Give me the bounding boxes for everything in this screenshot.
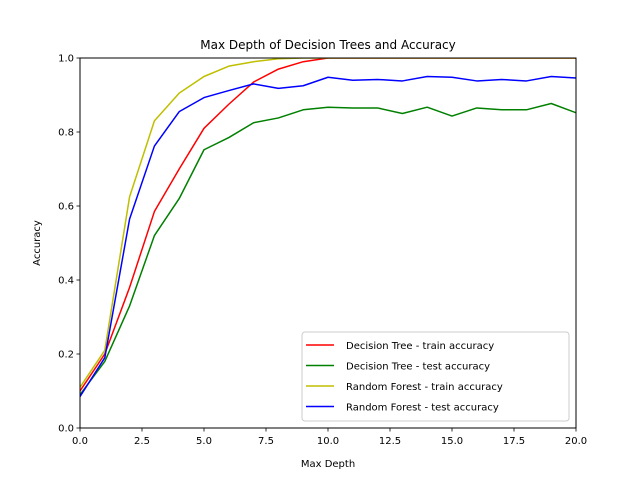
x-tick-label: 15.0	[441, 436, 463, 447]
legend-label-3: Random Forest - test accuracy	[346, 403, 499, 414]
legend-label-2: Random Forest - train accuracy	[346, 382, 503, 393]
x-tick-label: 7.5	[258, 436, 274, 447]
y-tick-label: 0.2	[58, 350, 74, 361]
x-axis-ticks: 0.0 2.5 5.0 7.5 10.0 12.5 15.0 17.5 20.0	[72, 428, 587, 447]
legend-box	[301, 331, 570, 422]
x-tick-label: 2.5	[134, 436, 150, 447]
series-line-3	[80, 75, 576, 398]
y-axis-ticks: 0.0 0.2 0.4 0.6 0.8 1.0	[58, 54, 80, 435]
series-line-0	[80, 58, 576, 393]
y-axis-label: Accuracy	[32, 220, 43, 266]
y-tick-label: 0.6	[58, 202, 74, 213]
legend-label-1: Decision Tree - test accuracy	[346, 362, 490, 373]
x-tick-label: 20.0	[565, 436, 587, 447]
y-tick-label: 0.4	[58, 276, 74, 287]
plot-lines	[80, 58, 576, 398]
x-tick-label: 5.0	[196, 436, 212, 447]
series-line-2	[80, 58, 576, 389]
x-tick-label: 12.5	[379, 436, 401, 447]
y-tick-label: 1.0	[58, 54, 74, 65]
x-tick-label: 10.0	[317, 436, 339, 447]
y-tick-label: 0.8	[58, 128, 74, 139]
series-line-1	[80, 102, 576, 396]
legend: Decision Tree - train accuracy Decision T…	[301, 331, 570, 422]
x-tick-label: 0.0	[72, 436, 88, 447]
x-tick-label: 17.5	[503, 436, 525, 447]
chart-title: Max Depth of Decision Trees and Accuracy	[200, 38, 456, 52]
legend-label-0: Decision Tree - train accuracy	[346, 341, 494, 352]
y-tick-label: 0.0	[58, 424, 74, 435]
x-axis-label: Max Depth	[301, 459, 355, 470]
